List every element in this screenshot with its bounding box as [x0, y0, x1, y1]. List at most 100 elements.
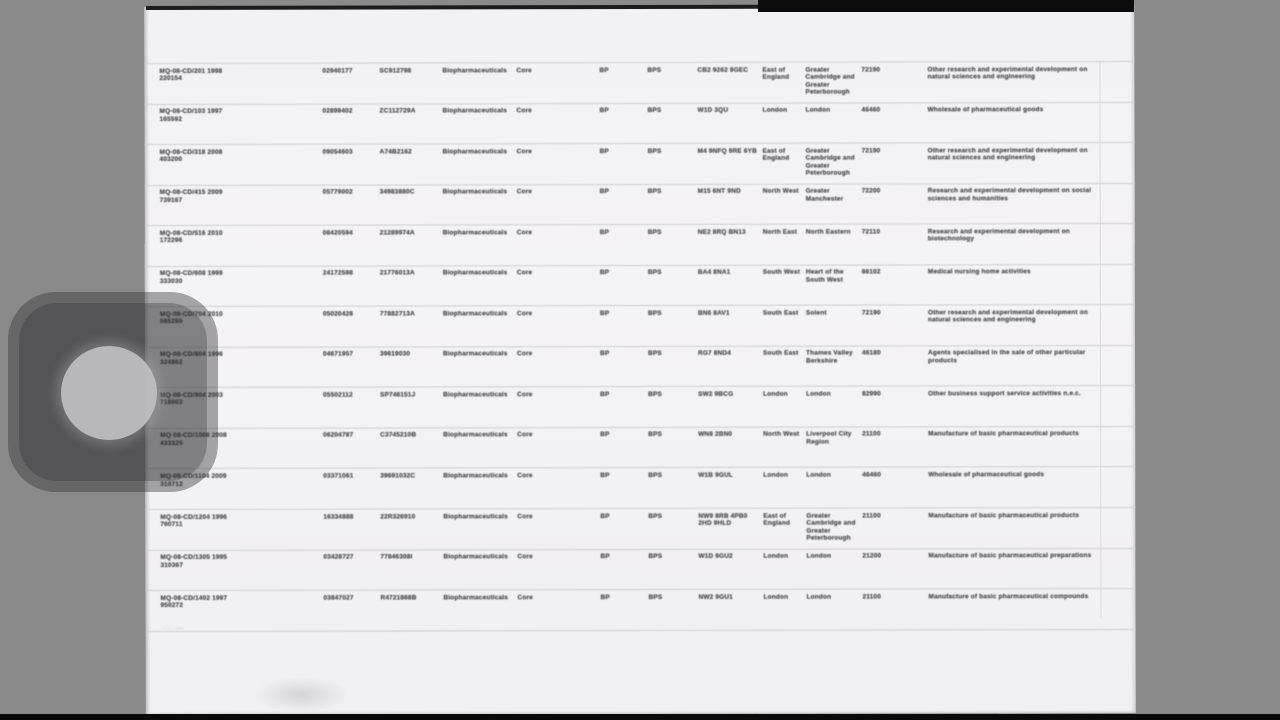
postcode-cell: SW2 9BCG	[698, 390, 734, 398]
region-cell: London	[763, 471, 788, 479]
table-row: MQ-08-CD/1008 2008 433325 06204787 C3745…	[145, 425, 1136, 469]
flag2-cell: BPS	[647, 188, 662, 196]
flag2-cell: BPS	[647, 228, 662, 236]
registration-number-cell: R4721868B	[380, 594, 417, 602]
flag2-cell: BPS	[648, 512, 663, 520]
table-row: MQ-08-CD/704 2010 585280 05020428 778827…	[144, 304, 1135, 347]
postcode-cell: WN8 2BN0	[698, 431, 733, 439]
sector-cell: Biopharmaceuticals	[442, 228, 508, 237]
flag2-cell: BPS	[648, 390, 662, 398]
registration-number-cell: 39619030	[379, 350, 411, 358]
sic-description-cell: Wholesale of pharmaceutical goods	[927, 106, 1044, 114]
sic-description-cell: Medical nursing home activities	[927, 268, 1031, 276]
sic-code-cell: 21100	[862, 430, 881, 438]
registration-number-cell: C3745210B	[380, 431, 417, 439]
table-row: MQ-08-CD/904 2003 718063 05502112 SP7461…	[145, 385, 1136, 428]
sic-code-cell: 21100	[862, 593, 881, 601]
postcode-cell: BN6 8AV1	[697, 309, 730, 317]
table-row: MQ-08-CD/103 1997 165592 02899402 ZC1127…	[144, 101, 1135, 145]
registration-number-cell: 21289974A	[379, 229, 415, 237]
flag1-cell: BP	[599, 147, 609, 155]
lep-cell: Greater Cambridge and Greater Peterborou…	[805, 147, 855, 178]
flag1-cell: BP	[599, 188, 609, 196]
postcode-cell: NW2 9GU1	[698, 593, 733, 601]
region-cell: South West	[762, 268, 800, 276]
postcode-cell: NE2 8RQ BN13	[697, 228, 746, 236]
flag2-cell: BPS	[647, 147, 662, 155]
flag2-cell: BPS	[648, 553, 663, 561]
sector-cell: Biopharmaceuticals	[442, 107, 507, 115]
sic-code-cell: 72190	[861, 65, 881, 74]
lep-cell: Liverpool City Region	[806, 430, 852, 446]
sector-cell: Biopharmaceuticals	[442, 269, 508, 277]
lep-cell: London	[806, 390, 831, 398]
sector-cell: Biopharmaceuticals	[442, 350, 508, 358]
postcode-cell: RG7 8ND4	[697, 350, 731, 358]
ref-cell: MQ-08-CD/1204 1996 760711	[160, 513, 227, 529]
flag1-cell: BP	[600, 431, 610, 439]
scan-smudge-artifact	[253, 676, 349, 713]
sic-code-cell: 46460	[861, 106, 881, 114]
postcode-cell: W1D 9GU2	[698, 552, 733, 560]
subsector-cell: Core	[516, 147, 532, 155]
sic-description-cell: Other research and experimental developm…	[927, 308, 1088, 324]
region-cell: London	[762, 106, 788, 114]
company-number-cell: 05779002	[322, 188, 353, 196]
flag1-cell: BP	[599, 309, 610, 317]
subsector-cell: Core	[516, 66, 532, 74]
subsector-cell: Core	[517, 391, 533, 399]
ref-cell: MQ-08-CD/1305 1995 310367	[160, 553, 228, 569]
lep-cell: London	[805, 106, 831, 114]
sector-cell: Biopharmaceuticals	[443, 553, 508, 561]
lep-cell: Greater Cambridge and Greater Peterborou…	[806, 512, 856, 542]
company-number-cell: 06204787	[323, 432, 354, 440]
subsector-cell: Core	[517, 593, 533, 601]
sic-code-cell: 72190	[861, 147, 881, 155]
company-number-cell: 05020428	[322, 310, 354, 318]
flag2-cell: BPS	[647, 66, 662, 74]
company-number-cell: 03847027	[323, 594, 354, 602]
flag1-cell: BP	[600, 390, 610, 398]
flag1-cell: BP	[600, 593, 610, 601]
ref-cell: MQ-08-CD/318 2008 403200	[159, 148, 223, 164]
subsector-cell: Core	[516, 310, 533, 318]
flag1-cell: BP	[599, 269, 610, 277]
sic-description-cell: Manufacture of basic pharmaceutical prod…	[928, 511, 1080, 519]
registration-number-cell: 77846308I	[380, 553, 413, 561]
registration-number-cell: 21776013A	[379, 269, 415, 277]
region-cell: East of England	[762, 147, 790, 162]
region-cell: East of England	[763, 512, 791, 527]
scan-footer-artifact: ·· —	[163, 624, 186, 632]
subsector-cell: Core	[517, 512, 533, 520]
postcode-cell: CB2 9262 9GEC	[697, 66, 749, 74]
sector-cell: Biopharmaceuticals	[442, 188, 508, 196]
ref-cell: MQ-08-CD/415 2009 739167	[159, 189, 223, 204]
sic-code-cell: 46180	[861, 349, 881, 357]
company-number-cell: 16334888	[323, 513, 354, 521]
ref-cell: MQ-08-CD/1402 1997 950272	[160, 594, 228, 610]
sic-code-cell: 21100	[862, 512, 881, 520]
camera-shutter-overlay-icon[interactable]	[8, 292, 218, 492]
lep-cell: Greater Manchester	[805, 187, 844, 203]
subsector-cell: Core	[516, 188, 533, 196]
flag2-cell: BPS	[648, 431, 662, 439]
postcode-cell: BA4 8NA1	[697, 269, 731, 277]
sic-description-cell: Other business support service activitie…	[928, 389, 1081, 398]
table-row: MQ-08-CD/201 1998 220154 02940177 SC9127…	[144, 60, 1135, 104]
sic-description-cell: Agents specialised in the sale of other …	[927, 349, 1086, 365]
sic-description-cell: Manufacture of basic pharmaceutical prep…	[928, 552, 1092, 560]
sic-description-cell: Research and experimental development on…	[927, 187, 1092, 203]
region-cell: North West	[762, 187, 799, 195]
lep-cell: Greater Cambridge and Greater Peterborou…	[805, 66, 855, 96]
sic-description-cell: Manufacture of basic pharmaceutical comp…	[928, 592, 1089, 601]
registration-number-cell: SP746151J	[380, 391, 416, 399]
region-cell: North West	[763, 431, 800, 439]
company-number-cell: 03371061	[323, 472, 354, 480]
registration-number-cell: 77882713A	[379, 310, 415, 318]
table-body: MQ-08-CD/201 1998 220154 02940177 SC9127…	[144, 60, 1136, 632]
sector-cell: Biopharmaceuticals	[442, 147, 508, 156]
sic-description-cell: Other research and experimental developm…	[927, 146, 1088, 162]
company-number-cell: 09054603	[322, 148, 353, 156]
region-cell: South East	[762, 349, 799, 358]
